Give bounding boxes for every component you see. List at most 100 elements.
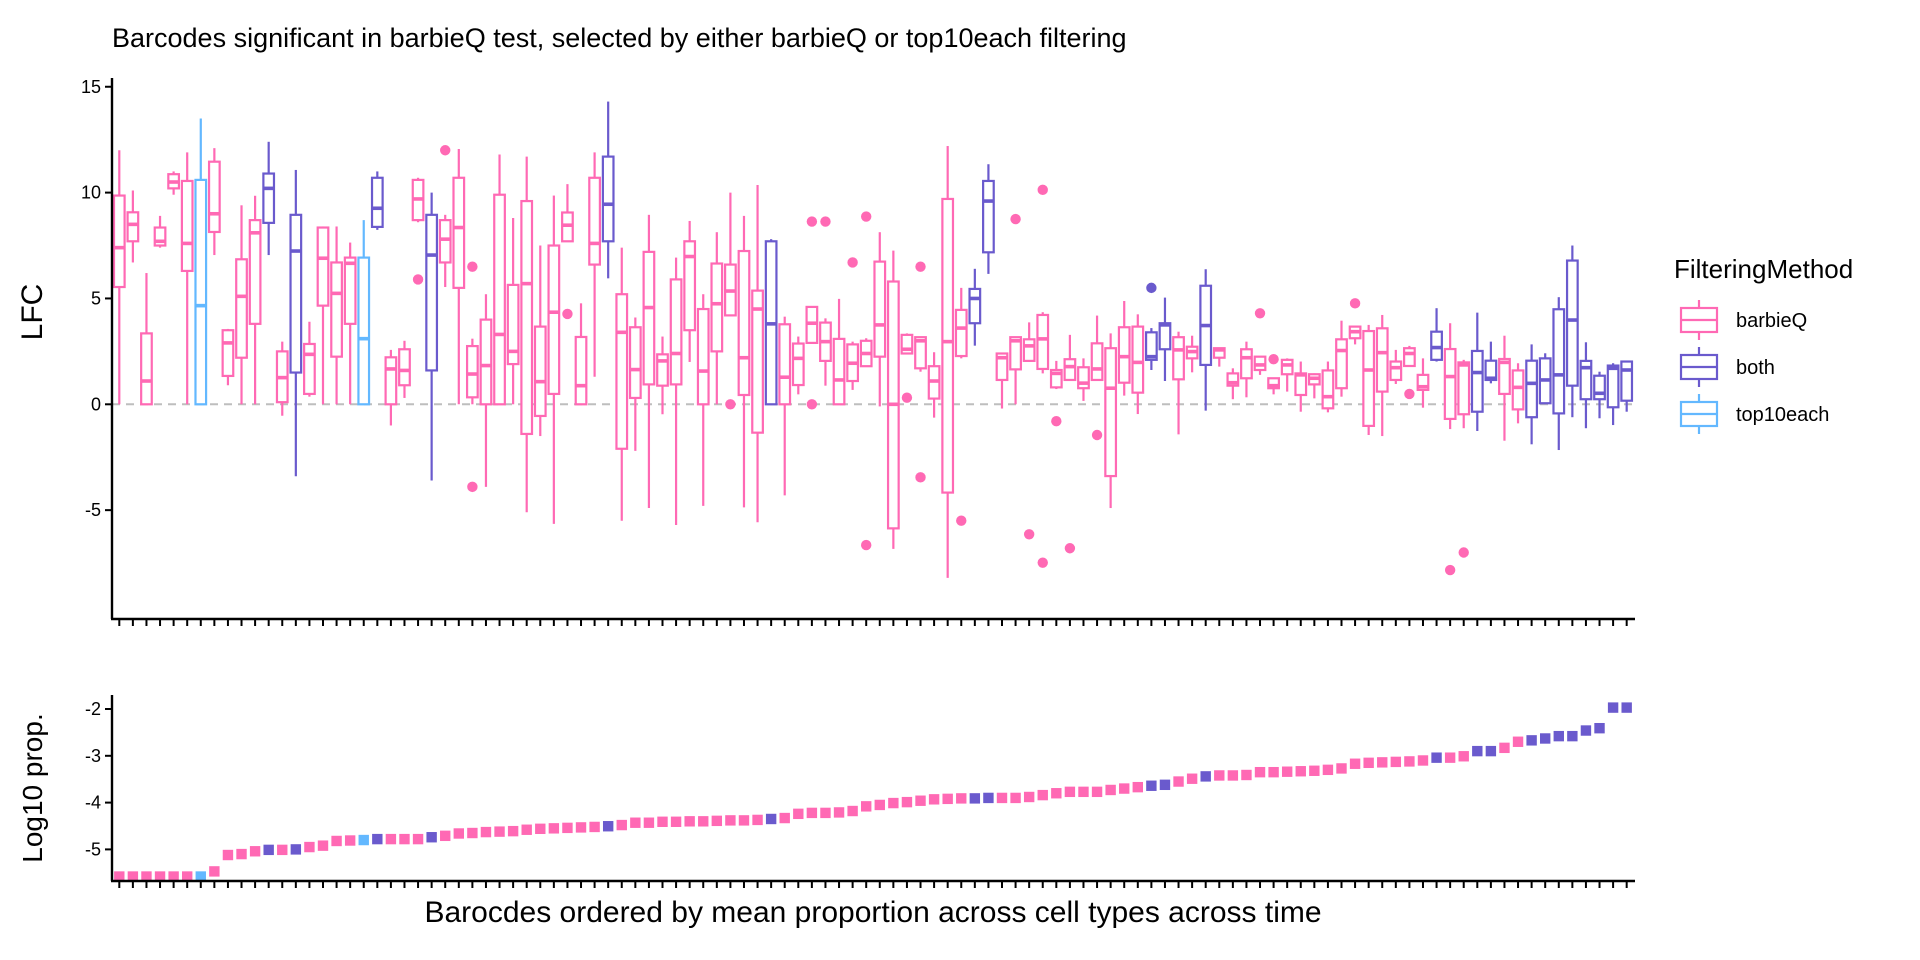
log10-prop-point (1472, 745, 1483, 757)
barcode-boxplot (1402, 345, 1416, 400)
log10-prop-point (589, 821, 600, 833)
barcode-boxplot (1185, 335, 1199, 373)
barcode-boxplot (886, 250, 900, 549)
barcode-boxplot (194, 118, 208, 406)
iqr-box (832, 337, 846, 406)
barcode-boxplot (1049, 360, 1063, 427)
barcode-boxplot (1470, 312, 1484, 431)
log10-prop-point (1526, 735, 1537, 746)
log10-prop-point (1281, 766, 1293, 777)
y-tick-label: 15 (81, 77, 101, 97)
log10-prop-point (222, 849, 234, 861)
barcode-boxplot (927, 352, 941, 418)
log10-prop-point (304, 841, 315, 853)
barcode-boxplot (751, 184, 764, 523)
outlier-point (847, 257, 858, 268)
y-tick-label: -3 (85, 746, 101, 766)
iqr-box (1226, 372, 1240, 387)
outlier-point (806, 216, 818, 227)
iqr-box (1321, 369, 1335, 410)
barcode-boxplot (995, 352, 1009, 409)
outlier-point (1037, 557, 1048, 568)
barcode-boxplot (1199, 269, 1213, 411)
log10-prop-point (793, 808, 804, 820)
barcode-boxplot (370, 171, 384, 230)
iqr-box (1036, 313, 1050, 371)
iqr-box (1525, 359, 1539, 419)
legend-title: FilteringMethod (1674, 254, 1853, 284)
log10-prop-point (575, 822, 587, 833)
log10-prop-point (602, 821, 614, 832)
log10-prop-point (236, 848, 247, 860)
log10-prop-point (1227, 770, 1239, 781)
log10-prop-point (1431, 752, 1442, 763)
barcode-boxplot (411, 177, 425, 285)
log10-prop-point (874, 799, 885, 811)
outlier-point (915, 261, 926, 272)
log10-prop-point (168, 871, 179, 882)
iqr-box (126, 211, 140, 243)
log10-prop-point (1023, 791, 1035, 803)
barcode-boxplot (1348, 298, 1362, 345)
barcode-boxplot (873, 232, 887, 407)
log10-prop-point (738, 815, 750, 826)
barcode-boxplot (723, 192, 737, 410)
barcode-boxplot (764, 239, 778, 406)
log10-prop-point (494, 826, 505, 837)
barcode-boxplot (180, 152, 194, 405)
iqr-box (1049, 368, 1063, 389)
log10-prop-point (548, 823, 560, 834)
outlier-point (1349, 298, 1361, 309)
iqr-box (1416, 373, 1430, 392)
barcode-boxplot (1443, 323, 1457, 576)
iqr-box (615, 293, 629, 450)
barcode-boxplot (615, 247, 629, 521)
log10-prop-point (249, 846, 261, 857)
barcode-boxplot (275, 341, 289, 416)
legend-key-both-icon (1679, 347, 1719, 387)
iqr-box (669, 278, 683, 386)
log10-prop-point (1173, 776, 1184, 787)
log10-prop-point (1322, 764, 1334, 776)
iqr-box (1552, 308, 1566, 415)
barcode-boxplot (791, 336, 805, 395)
iqr-box (153, 226, 167, 247)
barcode-boxplot (1321, 361, 1335, 413)
y-axis-title-log10-prop: Log10 prop. (17, 713, 48, 862)
iqr-box (1402, 347, 1416, 368)
barcode-boxplot (561, 184, 574, 320)
log10-prop-point (1458, 751, 1469, 762)
iqr-box (737, 249, 751, 397)
barcode-boxplot (398, 340, 411, 398)
barcode-boxplot (1009, 213, 1022, 405)
barcode-boxplot (547, 195, 561, 524)
log10-prop-point (1132, 781, 1143, 793)
log10-prop-point (1119, 783, 1130, 794)
log10-prop-point (385, 833, 397, 845)
outlier-point (725, 399, 736, 410)
log10-prop-point (440, 830, 451, 842)
log10-prop-point (372, 833, 383, 845)
barcode-boxplot (642, 214, 656, 509)
barcode-boxplot (846, 257, 860, 390)
log10-prop-point (480, 826, 492, 838)
barcode-boxplot (1538, 353, 1552, 405)
barcode-boxplot (1212, 347, 1226, 367)
barcode-boxplot (1294, 361, 1308, 412)
iqr-box (425, 213, 439, 372)
log10-prop-point (277, 844, 288, 856)
iqr-box (954, 308, 968, 358)
outlier-point (956, 515, 967, 526)
iqr-box (628, 326, 642, 400)
log10-prop-point (1010, 792, 1021, 804)
outlier-point (1010, 213, 1021, 225)
barcode-boxplot (221, 328, 235, 386)
log10-prop-point (1417, 755, 1429, 766)
outlier-point (901, 392, 913, 403)
log10-prop-point (1594, 722, 1605, 734)
barcode-boxplot (1077, 358, 1090, 401)
barcode-boxplot (1144, 282, 1158, 371)
log10-prop-point (521, 824, 532, 835)
barcode-boxplot (303, 321, 316, 397)
